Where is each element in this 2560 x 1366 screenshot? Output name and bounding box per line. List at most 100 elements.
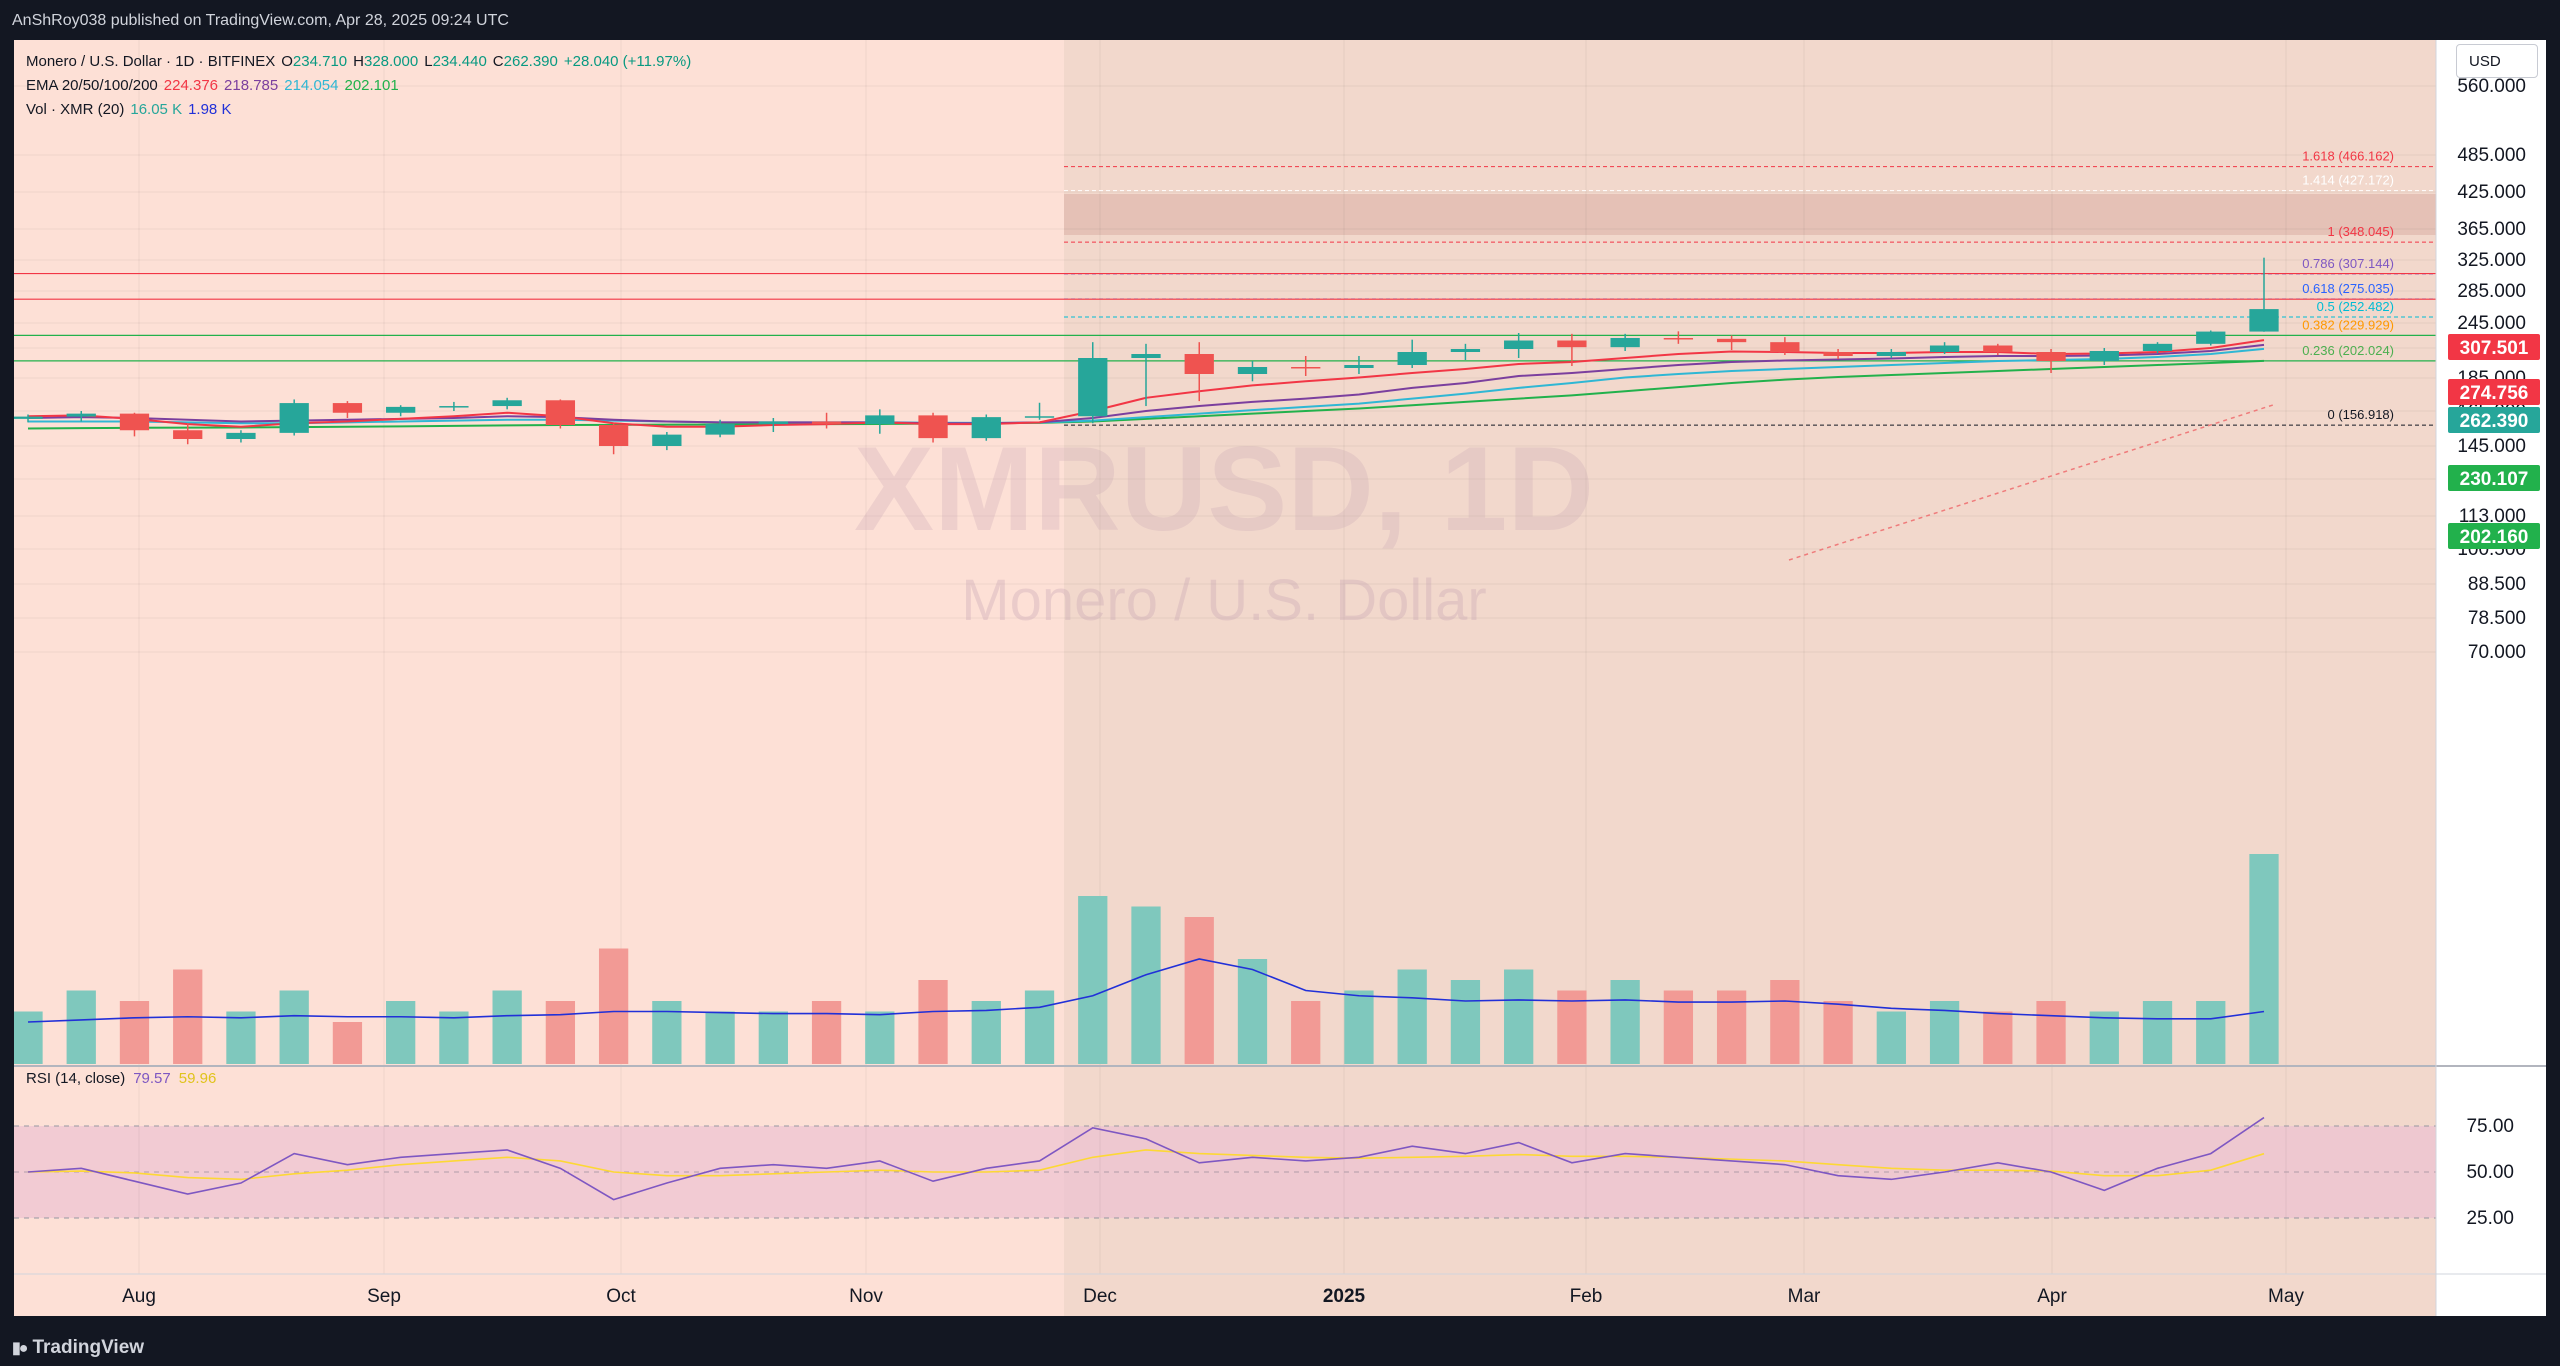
time-tick-label: Apr — [2037, 1286, 2067, 1307]
candle-body — [598, 425, 629, 446]
volume-bar — [1131, 906, 1161, 1064]
candle-body — [119, 413, 150, 431]
price-tick-label: 78.500 — [2468, 608, 2526, 629]
legend-high: 328.000 — [363, 53, 419, 70]
price-tick-label: 560.000 — [2457, 76, 2526, 97]
legend-close: 262.390 — [503, 53, 558, 70]
price-tick-label: 485.000 — [2457, 145, 2526, 166]
candle-body — [1663, 338, 1694, 340]
legend-symbol: Monero / U.S. Dollar · 1D · BITFINEX — [26, 53, 276, 70]
candle-body — [386, 406, 416, 413]
candle-body — [1716, 338, 1747, 343]
legend-low-label: L — [424, 53, 433, 70]
volume-bars — [14, 854, 2279, 1064]
fib-label-1: 1.414 (427.172) — [2302, 173, 2394, 188]
volume-bar — [1024, 990, 1055, 1064]
time-tick-label: Aug — [122, 1286, 156, 1307]
time-tick-label: Nov — [849, 1286, 883, 1307]
candle-body — [652, 434, 682, 446]
candle-body — [1078, 358, 1108, 417]
volume-ma-line — [27, 958, 2265, 1023]
legend-symbol-row[interactable]: Monero / U.S. Dollar · 1D · BITFINEX O23… — [26, 50, 691, 74]
rsi-line — [27, 1116, 2265, 1201]
candle-body — [1237, 367, 1268, 374]
candles[interactable] — [14, 257, 2279, 455]
time-tick-label: Oct — [606, 1286, 636, 1307]
footer-bar: ▮● TradingView — [0, 1328, 2560, 1366]
volume-bar — [439, 1011, 469, 1064]
watermark-name: Monero / U.S. Dollar — [961, 568, 1486, 633]
trend-line[interactable] — [1788, 403, 2277, 561]
legend-ema-label: EMA 20/50/100/200 — [26, 77, 158, 94]
candle-body — [1876, 352, 1906, 356]
volume-bar — [1823, 1001, 1853, 1064]
price-tick-label: 325.000 — [2457, 250, 2526, 271]
fib-label-6: 0.382 (229.929) — [2302, 318, 2394, 333]
volume-bar — [918, 980, 948, 1064]
rsi-ma-value: 59.96 — [178, 1070, 217, 1087]
legend-ema-row[interactable]: EMA 20/50/100/200 224.376 218.785 214.05… — [26, 74, 691, 98]
fib-label-2: 1 (348.045) — [2328, 224, 2395, 239]
price-tick-label: 245.000 — [2457, 313, 2526, 334]
fib-label-7: 0.236 (202.024) — [2302, 343, 2394, 358]
time-tick-label: Dec — [1083, 1286, 1117, 1307]
legend-vol: 16.05 K — [130, 101, 183, 118]
volume-bar — [811, 1001, 842, 1064]
volume-bar — [386, 1001, 416, 1064]
time-tick-label: Mar — [1788, 1286, 1821, 1307]
ema200-line — [27, 359, 2265, 430]
volume-bar — [1397, 969, 1427, 1064]
volume-bar — [1610, 980, 1640, 1064]
watermark-symbol: XMRUSD, 1D — [854, 422, 1594, 556]
volume-bar — [119, 1001, 150, 1064]
candle-body — [1504, 340, 1534, 349]
bg-left — [14, 40, 1064, 1316]
time-axis[interactable]: Aug Sep Oct Nov Dec 2025 Feb Mar Apr May — [122, 1286, 2304, 1307]
candle-body — [1610, 338, 1640, 348]
volume-bar — [652, 1001, 682, 1064]
price-tick-label: 88.500 — [2468, 574, 2526, 595]
volume-bar — [1504, 969, 1534, 1064]
candle-body — [2089, 351, 2119, 361]
legend-open-label: O — [281, 53, 293, 70]
legend-ema100: 214.054 — [284, 77, 339, 94]
ema100-line — [28, 347, 2265, 425]
price-axis[interactable]: 560.000 485.000 425.000 365.000 325.000 285.0… — [2457, 76, 2526, 663]
legend-change: +28.040 (+11.97%) — [563, 53, 692, 70]
fib-zone-upper — [1064, 194, 2436, 235]
rsi-axis[interactable]: 75.00 50.00 25.00 — [2466, 1116, 2514, 1229]
tradingview-brand: TradingView — [32, 1337, 145, 1358]
publisher-bar: AnShRoy038 published on TradingView.com,… — [0, 0, 2560, 40]
legend-ema50: 218.785 — [224, 77, 279, 94]
volume-bar — [226, 1011, 256, 1064]
price-badges: 307.501 274.756 262.390 230.107 202.160 — [2448, 334, 2540, 549]
candle-body — [226, 432, 256, 439]
rsi-legend[interactable]: RSI (14, close) 79.57 59.96 — [26, 1070, 216, 1087]
chart-svg[interactable]: XMRUSD, 1D Monero / U.S. Dollar 1.618 (4… — [14, 40, 2546, 1316]
price-badge-label: 230.107 — [2460, 469, 2529, 490]
currency-label: USD — [2469, 52, 2501, 70]
price-badge-bg — [2448, 379, 2540, 405]
publisher-text: AnShRoy038 published on TradingView.com,… — [12, 12, 509, 29]
legend-ema20: 224.376 — [163, 77, 219, 94]
chart-frame[interactable]: XMRUSD, 1D Monero / U.S. Dollar 1.618 (4… — [14, 40, 2546, 1316]
price-badge-bg — [2448, 334, 2540, 360]
price-tick-label: 365.000 — [2457, 219, 2526, 240]
currency-selector[interactable]: USD — [2456, 44, 2538, 78]
volume-bar — [545, 1001, 576, 1064]
volume-bar — [2249, 854, 2279, 1064]
legend-vol-label: Vol · XMR (20) — [26, 101, 125, 118]
volume-bar — [332, 1022, 363, 1064]
candle-body — [1823, 352, 1853, 356]
candle-body — [1184, 354, 1214, 374]
volume-bar — [1983, 1011, 2013, 1064]
tradingview-logo[interactable]: ▮● TradingView — [12, 1337, 144, 1359]
candle-body — [1024, 416, 1055, 418]
price-tick-label: 425.000 — [2457, 182, 2526, 203]
legend-vol-row[interactable]: Vol · XMR (20) 16.05 K 1.98 K — [26, 98, 691, 122]
candle-body — [971, 417, 1001, 439]
candle-body — [1344, 365, 1374, 368]
price-tick-label: 145.000 — [2457, 436, 2526, 457]
rsi-ma-line — [27, 1149, 2265, 1181]
fib-label-4: 0.618 (275.035) — [2302, 281, 2394, 296]
